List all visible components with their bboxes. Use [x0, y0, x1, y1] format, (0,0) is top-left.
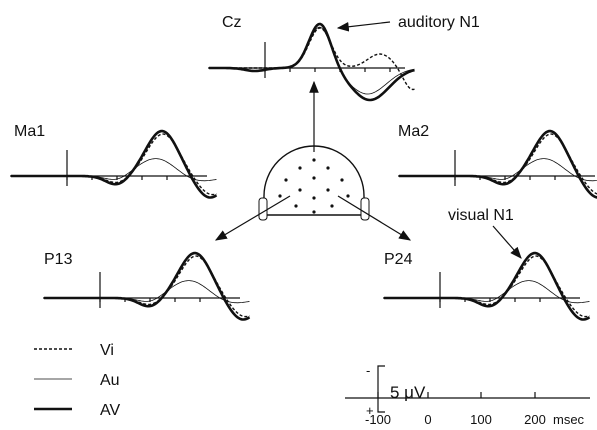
waveform: [399, 133, 597, 195]
waveform: [11, 129, 218, 199]
legend-label: Au: [100, 372, 120, 389]
tick-label: 100: [470, 412, 492, 427]
annotation-arrow: [336, 21, 391, 32]
waveform: [44, 251, 251, 321]
legend-label: AV: [100, 402, 120, 419]
waveform: [399, 129, 597, 199]
scale-sign: +: [366, 403, 374, 418]
annotation-arrow: [492, 225, 522, 259]
legend-label: Vi: [100, 342, 114, 359]
tick-label: 200: [524, 412, 546, 427]
panel-label: P13: [44, 251, 73, 268]
waveform: [44, 280, 250, 304]
scale-sign: -: [366, 363, 370, 378]
time-unit: msec: [553, 412, 585, 427]
waveforms: [10, 22, 597, 321]
panel-label: Cz: [222, 14, 242, 31]
legend: Vi Au AV: [34, 342, 120, 419]
waveform: [384, 251, 591, 321]
tick-label: 0: [424, 412, 431, 427]
waveform: [209, 22, 415, 102]
panel-label: P24: [384, 251, 413, 268]
annotation: visual N1: [448, 207, 514, 224]
waveform: [209, 27, 415, 91]
waveform: [399, 158, 597, 182]
time-axis: -100 0 100 200 msec: [345, 392, 590, 427]
tick-label: -100: [365, 412, 391, 427]
annotation: auditory N1: [398, 14, 480, 31]
head-diagram: [214, 80, 412, 241]
panel-label: Ma2: [398, 123, 429, 140]
scale-label: 5 μV: [390, 383, 426, 402]
waveform: [11, 158, 217, 182]
scale-bar: - + 5 μV: [366, 363, 426, 418]
panel-label: Ma1: [14, 123, 45, 140]
waveform: [384, 280, 590, 304]
